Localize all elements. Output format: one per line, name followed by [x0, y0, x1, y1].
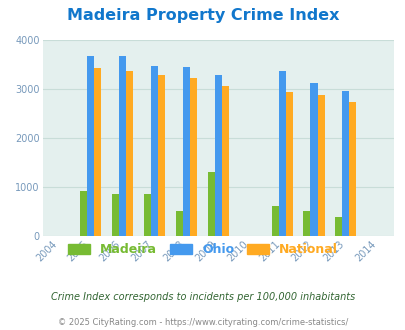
Bar — [278, 71, 285, 236]
Bar — [341, 91, 349, 236]
Bar — [317, 95, 324, 236]
Text: Madeira Property Crime Index: Madeira Property Crime Index — [66, 8, 339, 23]
Bar — [175, 211, 182, 236]
Bar — [182, 67, 190, 236]
Bar — [158, 75, 164, 236]
Bar — [335, 217, 341, 236]
Bar — [349, 102, 356, 236]
Legend: Madeira, Ohio, National: Madeira, Ohio, National — [63, 238, 342, 261]
Bar — [271, 206, 278, 236]
Text: © 2025 CityRating.com - https://www.cityrating.com/crime-statistics/: © 2025 CityRating.com - https://www.city… — [58, 318, 347, 327]
Bar — [303, 211, 310, 236]
Bar — [310, 83, 317, 236]
Bar — [151, 66, 158, 236]
Bar — [112, 194, 119, 236]
Bar — [80, 191, 87, 236]
Text: Crime Index corresponds to incidents per 100,000 inhabitants: Crime Index corresponds to incidents per… — [51, 292, 354, 302]
Bar — [214, 75, 221, 236]
Bar — [143, 194, 151, 236]
Bar — [119, 56, 126, 236]
Bar — [87, 56, 94, 236]
Bar — [94, 68, 101, 236]
Bar — [190, 78, 196, 236]
Bar — [285, 92, 292, 236]
Bar — [126, 71, 133, 236]
Bar — [207, 172, 214, 236]
Bar — [221, 86, 228, 236]
